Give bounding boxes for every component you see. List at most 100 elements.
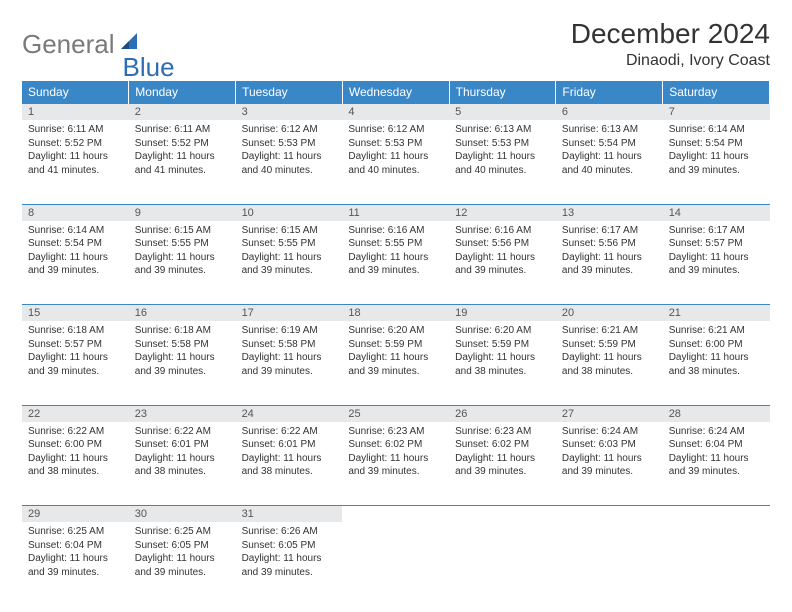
- sunrise-line: Sunrise: 6:21 AM: [669, 324, 764, 338]
- weekday-header: Wednesday: [342, 81, 449, 104]
- day-number-row: 1234567: [22, 104, 770, 121]
- sunset-line: Sunset: 5:54 PM: [28, 237, 123, 251]
- day-content-cell: Sunrise: 6:14 AMSunset: 5:54 PMDaylight:…: [22, 221, 129, 305]
- sunrise-line: Sunrise: 6:16 AM: [348, 224, 443, 238]
- day-number-cell: 20: [556, 305, 663, 322]
- weekday-header: Tuesday: [236, 81, 343, 104]
- daylight-line: Daylight: 11 hours and 41 minutes.: [28, 150, 123, 177]
- sunset-line: Sunset: 5:55 PM: [135, 237, 230, 251]
- daylight-line: Daylight: 11 hours and 39 minutes.: [348, 251, 443, 278]
- weekday-header-row: SundayMondayTuesdayWednesdayThursdayFrid…: [22, 81, 770, 104]
- day-content-cell: Sunrise: 6:11 AMSunset: 5:52 PMDaylight:…: [22, 120, 129, 204]
- sunrise-line: Sunrise: 6:11 AM: [28, 123, 123, 137]
- logo-text-1: General: [22, 29, 115, 60]
- day-number-cell: 11: [342, 204, 449, 221]
- sunset-line: Sunset: 5:56 PM: [455, 237, 550, 251]
- sunset-line: Sunset: 6:05 PM: [135, 539, 230, 553]
- day-number-cell: 5: [449, 104, 556, 121]
- weekday-header: Monday: [129, 81, 236, 104]
- day-number-cell: 10: [236, 204, 343, 221]
- sunset-line: Sunset: 5:54 PM: [562, 137, 657, 151]
- day-content-cell: Sunrise: 6:20 AMSunset: 5:59 PMDaylight:…: [449, 321, 556, 405]
- daylight-line: Daylight: 11 hours and 39 minutes.: [669, 150, 764, 177]
- day-number-cell: 27: [556, 405, 663, 422]
- daylight-line: Daylight: 11 hours and 39 minutes.: [28, 351, 123, 378]
- day-content-cell: Sunrise: 6:24 AMSunset: 6:03 PMDaylight:…: [556, 422, 663, 506]
- sunset-line: Sunset: 6:04 PM: [669, 438, 764, 452]
- daylight-line: Daylight: 11 hours and 39 minutes.: [348, 452, 443, 479]
- daylight-line: Daylight: 11 hours and 38 minutes.: [669, 351, 764, 378]
- sunset-line: Sunset: 6:02 PM: [455, 438, 550, 452]
- sunrise-line: Sunrise: 6:11 AM: [135, 123, 230, 137]
- day-content-cell: Sunrise: 6:11 AMSunset: 5:52 PMDaylight:…: [129, 120, 236, 204]
- sunset-line: Sunset: 5:53 PM: [455, 137, 550, 151]
- daylight-line: Daylight: 11 hours and 39 minutes.: [242, 251, 337, 278]
- sunrise-line: Sunrise: 6:17 AM: [562, 224, 657, 238]
- day-content-cell: Sunrise: 6:13 AMSunset: 5:54 PMDaylight:…: [556, 120, 663, 204]
- day-content-cell: Sunrise: 6:18 AMSunset: 5:58 PMDaylight:…: [129, 321, 236, 405]
- daylight-line: Daylight: 11 hours and 39 minutes.: [28, 251, 123, 278]
- sunset-line: Sunset: 6:00 PM: [28, 438, 123, 452]
- day-content-cell: [342, 522, 449, 606]
- daylight-line: Daylight: 11 hours and 39 minutes.: [562, 251, 657, 278]
- day-number-cell: 9: [129, 204, 236, 221]
- sunrise-line: Sunrise: 6:12 AM: [242, 123, 337, 137]
- day-content-row: Sunrise: 6:14 AMSunset: 5:54 PMDaylight:…: [22, 221, 770, 305]
- sunrise-line: Sunrise: 6:19 AM: [242, 324, 337, 338]
- day-number-cell: 15: [22, 305, 129, 322]
- sunrise-line: Sunrise: 6:25 AM: [28, 525, 123, 539]
- sunrise-line: Sunrise: 6:13 AM: [562, 123, 657, 137]
- sunrise-line: Sunrise: 6:25 AM: [135, 525, 230, 539]
- day-number-cell: 31: [236, 506, 343, 523]
- sunrise-line: Sunrise: 6:20 AM: [455, 324, 550, 338]
- day-content-row: Sunrise: 6:25 AMSunset: 6:04 PMDaylight:…: [22, 522, 770, 606]
- daylight-line: Daylight: 11 hours and 39 minutes.: [28, 552, 123, 579]
- day-number-row: 891011121314: [22, 204, 770, 221]
- sunset-line: Sunset: 5:54 PM: [669, 137, 764, 151]
- day-content-cell: Sunrise: 6:21 AMSunset: 5:59 PMDaylight:…: [556, 321, 663, 405]
- daylight-line: Daylight: 11 hours and 40 minutes.: [348, 150, 443, 177]
- day-content-cell: Sunrise: 6:22 AMSunset: 6:00 PMDaylight:…: [22, 422, 129, 506]
- sunset-line: Sunset: 5:55 PM: [348, 237, 443, 251]
- day-number-cell: 28: [663, 405, 770, 422]
- day-number-cell: 23: [129, 405, 236, 422]
- day-content-cell: Sunrise: 6:17 AMSunset: 5:57 PMDaylight:…: [663, 221, 770, 305]
- daylight-line: Daylight: 11 hours and 39 minutes.: [242, 351, 337, 378]
- sunrise-line: Sunrise: 6:12 AM: [348, 123, 443, 137]
- day-number-cell: 14: [663, 204, 770, 221]
- day-number-row: 293031: [22, 506, 770, 523]
- daylight-line: Daylight: 11 hours and 38 minutes.: [455, 351, 550, 378]
- daylight-line: Daylight: 11 hours and 39 minutes.: [135, 351, 230, 378]
- weekday-header: Friday: [556, 81, 663, 104]
- sunrise-line: Sunrise: 6:15 AM: [242, 224, 337, 238]
- day-number-cell: 18: [342, 305, 449, 322]
- day-content-cell: Sunrise: 6:15 AMSunset: 5:55 PMDaylight:…: [129, 221, 236, 305]
- day-number-cell: 6: [556, 104, 663, 121]
- daylight-line: Daylight: 11 hours and 38 minutes.: [242, 452, 337, 479]
- sunset-line: Sunset: 5:52 PM: [135, 137, 230, 151]
- day-content-cell: Sunrise: 6:25 AMSunset: 6:04 PMDaylight:…: [22, 522, 129, 606]
- day-number-cell: 1: [22, 104, 129, 121]
- day-number-cell: 16: [129, 305, 236, 322]
- sunset-line: Sunset: 6:04 PM: [28, 539, 123, 553]
- day-number-cell: 2: [129, 104, 236, 121]
- sunrise-line: Sunrise: 6:18 AM: [28, 324, 123, 338]
- daylight-line: Daylight: 11 hours and 39 minutes.: [242, 552, 337, 579]
- sunset-line: Sunset: 5:57 PM: [28, 338, 123, 352]
- daylight-line: Daylight: 11 hours and 41 minutes.: [135, 150, 230, 177]
- daylight-line: Daylight: 11 hours and 39 minutes.: [348, 351, 443, 378]
- sunrise-line: Sunrise: 6:21 AM: [562, 324, 657, 338]
- logo: General Blue: [22, 18, 175, 71]
- sunrise-line: Sunrise: 6:14 AM: [28, 224, 123, 238]
- day-number-cell: [556, 506, 663, 523]
- sunset-line: Sunset: 5:53 PM: [348, 137, 443, 151]
- day-content-cell: Sunrise: 6:22 AMSunset: 6:01 PMDaylight:…: [236, 422, 343, 506]
- day-content-cell: Sunrise: 6:13 AMSunset: 5:53 PMDaylight:…: [449, 120, 556, 204]
- sunrise-line: Sunrise: 6:22 AM: [242, 425, 337, 439]
- day-number-cell: 8: [22, 204, 129, 221]
- day-number-row: 15161718192021: [22, 305, 770, 322]
- day-content-cell: Sunrise: 6:24 AMSunset: 6:04 PMDaylight:…: [663, 422, 770, 506]
- day-number-cell: [342, 506, 449, 523]
- daylight-line: Daylight: 11 hours and 40 minutes.: [562, 150, 657, 177]
- daylight-line: Daylight: 11 hours and 40 minutes.: [455, 150, 550, 177]
